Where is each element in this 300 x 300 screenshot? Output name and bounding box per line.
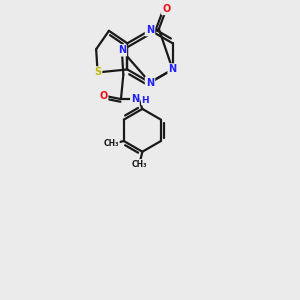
Text: N: N [131, 94, 139, 104]
Text: CH₃: CH₃ [132, 160, 147, 169]
Text: O: O [99, 91, 107, 100]
Text: N: N [146, 25, 154, 35]
Text: O: O [162, 4, 170, 14]
Text: S: S [94, 68, 101, 77]
Text: N: N [118, 45, 126, 56]
Text: CH₃: CH₃ [103, 140, 119, 148]
Text: H: H [142, 96, 149, 105]
Text: N: N [146, 77, 154, 88]
Text: N: N [169, 64, 177, 74]
